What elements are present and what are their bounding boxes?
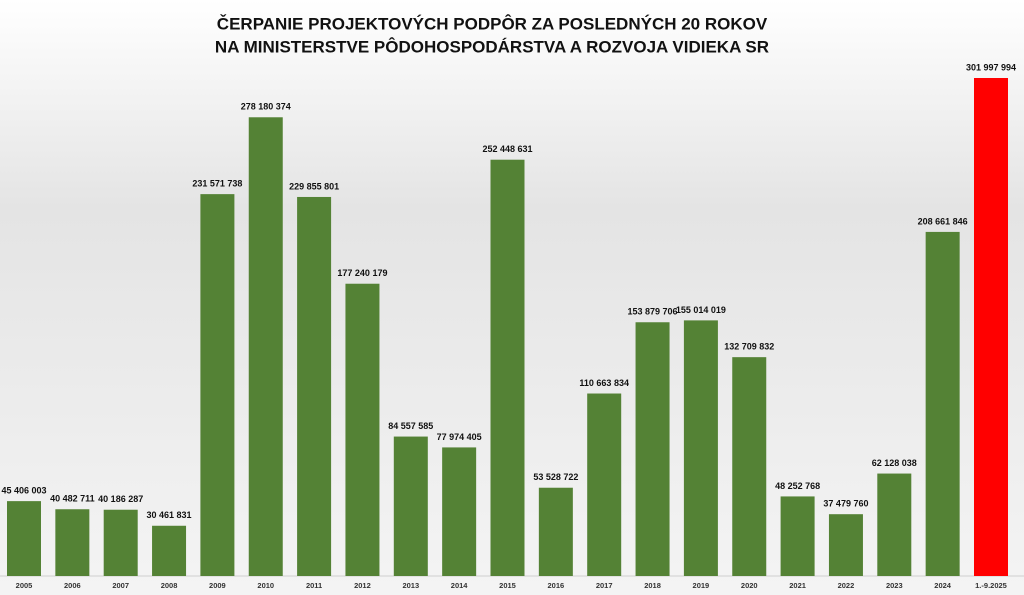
value-label: 48 252 768 xyxy=(775,481,820,491)
bar xyxy=(974,78,1008,576)
bar xyxy=(200,194,235,576)
value-label: 30 461 831 xyxy=(147,510,192,520)
value-label: 37 479 760 xyxy=(823,499,868,509)
value-label: 40 186 287 xyxy=(98,494,143,504)
bar xyxy=(248,117,283,577)
x-tick-label: 2009 xyxy=(209,581,226,590)
x-tick-label: 1.-9.2025 xyxy=(975,581,1007,590)
bar xyxy=(297,196,332,576)
x-tick-label: 2020 xyxy=(741,581,758,590)
bar xyxy=(393,436,428,576)
bar xyxy=(925,231,960,576)
x-tick-label: 2018 xyxy=(644,581,661,590)
value-label: 208 661 846 xyxy=(918,216,968,226)
value-label: 301 997 994 xyxy=(966,62,1016,72)
x-tick-label: 2015 xyxy=(499,581,516,590)
bar xyxy=(442,447,477,576)
value-label: 278 180 374 xyxy=(241,102,291,112)
value-label: 77 974 405 xyxy=(437,432,482,442)
x-tick-label: 2006 xyxy=(64,581,81,590)
x-tick-label: 2010 xyxy=(257,581,274,590)
value-label: 153 879 706 xyxy=(628,307,678,317)
value-label: 155 014 019 xyxy=(676,305,726,315)
value-label: 231 571 738 xyxy=(192,179,242,189)
value-label: 132 709 832 xyxy=(724,342,774,352)
x-tick-label: 2022 xyxy=(838,581,855,590)
bar xyxy=(635,322,670,576)
x-tick-label: 2021 xyxy=(789,581,806,590)
value-label: 45 406 003 xyxy=(1,485,46,495)
bar xyxy=(7,501,41,576)
x-tick-label: 2012 xyxy=(354,581,371,590)
bar xyxy=(683,320,718,576)
x-tick-label: 2023 xyxy=(886,581,903,590)
chart-title: ČERPANIE PROJEKTOVÝCH PODPÔR ZA POSLEDNÝ… xyxy=(217,14,768,33)
value-label: 62 128 038 xyxy=(872,458,917,468)
x-tick-label: 2011 xyxy=(306,581,322,590)
bar xyxy=(877,473,912,576)
x-tick-label: 2014 xyxy=(451,581,469,590)
x-tick-label: 2016 xyxy=(548,581,565,590)
x-tick-label: 2024 xyxy=(934,581,952,590)
bar xyxy=(587,393,622,576)
bar xyxy=(55,509,90,576)
x-tick-label: 2017 xyxy=(596,581,613,590)
bar xyxy=(828,514,863,576)
x-tick-label: 2019 xyxy=(693,581,710,590)
bar xyxy=(732,357,767,576)
bar xyxy=(490,159,525,576)
value-label: 84 557 585 xyxy=(388,421,433,431)
x-tick-label: 2005 xyxy=(16,581,33,590)
chart-title: NA MINISTERSTVE PÔDOHOSPODÁRSTVA A ROZVO… xyxy=(215,37,769,56)
value-label: 177 240 179 xyxy=(337,268,387,278)
bar xyxy=(538,487,573,576)
value-label: 53 528 722 xyxy=(533,472,578,482)
x-tick-label: 2008 xyxy=(161,581,178,590)
x-tick-label: 2013 xyxy=(402,581,419,590)
value-label: 229 855 801 xyxy=(289,181,339,191)
value-label: 40 482 711 xyxy=(50,494,95,504)
bar xyxy=(345,283,380,576)
value-label: 252 448 631 xyxy=(482,144,532,154)
bar xyxy=(780,496,815,576)
x-tick-label: 2007 xyxy=(112,581,129,590)
bar xyxy=(103,509,138,576)
value-label: 110 663 834 xyxy=(579,378,629,388)
bar xyxy=(152,525,187,576)
